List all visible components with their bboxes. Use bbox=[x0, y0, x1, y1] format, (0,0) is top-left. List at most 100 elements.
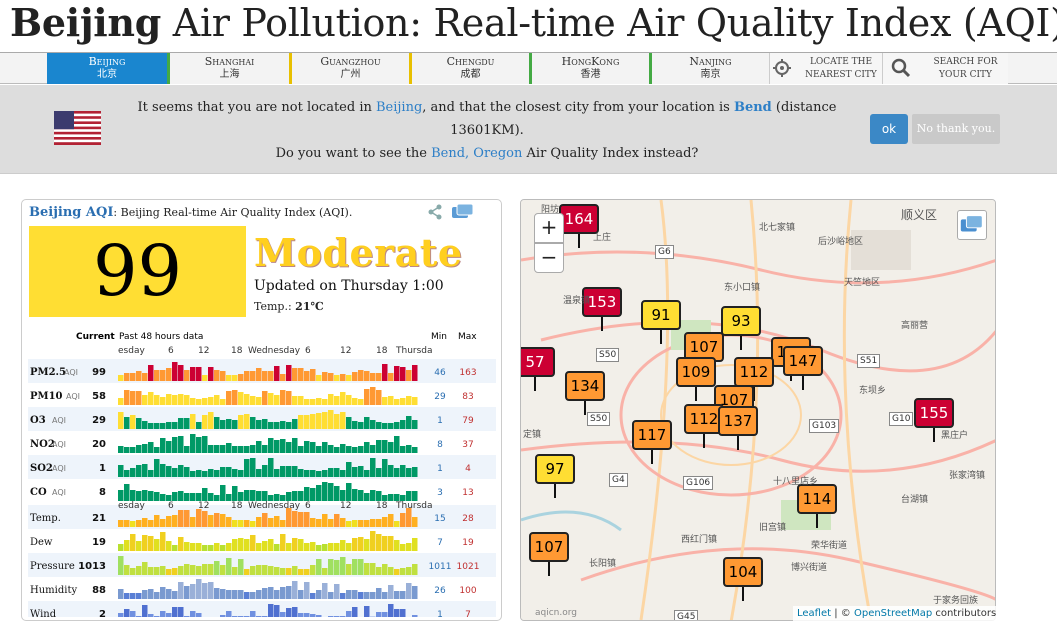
aqi-map[interactable]: 1641539193571341071191091121471071121371… bbox=[520, 199, 996, 621]
history-bar bbox=[238, 590, 244, 599]
map-label: 台湖镇 bbox=[901, 495, 929, 505]
history-bar bbox=[202, 488, 208, 501]
history-bar bbox=[160, 397, 166, 405]
history-bar bbox=[394, 468, 400, 477]
tab-nanjing[interactable]: Nanjing 南京 bbox=[649, 53, 769, 84]
tab-shanghai[interactable]: Shanghai 上海 bbox=[167, 53, 289, 84]
tab-guangzhou[interactable]: Guangzhou 广州 bbox=[289, 53, 409, 84]
history-bar bbox=[352, 538, 358, 551]
share-icon[interactable] bbox=[428, 204, 442, 220]
history-bar bbox=[382, 564, 388, 575]
history-bar bbox=[160, 519, 166, 527]
layers-icon[interactable] bbox=[957, 210, 987, 240]
history-bar bbox=[274, 366, 280, 381]
history-row-current: 8 bbox=[99, 487, 106, 498]
zoom-in-button[interactable]: + bbox=[534, 213, 564, 243]
tab-hongkong[interactable]: HongKong 香港 bbox=[529, 53, 649, 84]
history-bar bbox=[232, 590, 238, 599]
history-bar bbox=[286, 543, 292, 551]
history-bar bbox=[142, 373, 148, 381]
locate-label-2: nearest city bbox=[805, 70, 877, 80]
history-bar bbox=[400, 398, 406, 405]
history-bar bbox=[406, 416, 412, 429]
locate-nearest-button[interactable]: Locate the nearest city bbox=[769, 53, 882, 84]
history-bar bbox=[130, 568, 136, 575]
current-city-link[interactable]: Beijing bbox=[376, 100, 423, 115]
history-bar bbox=[382, 459, 388, 477]
aqi-map-marker[interactable]: 117 bbox=[632, 420, 672, 464]
history-bar bbox=[340, 518, 346, 527]
day-label: Wednesday bbox=[248, 501, 301, 511]
history-row-min: 15 bbox=[434, 514, 445, 524]
ok-button[interactable]: ok bbox=[870, 114, 908, 144]
leaflet-link[interactable]: Leaflet bbox=[797, 608, 832, 619]
history-bar bbox=[280, 466, 286, 477]
aqi-map-marker[interactable]: 153 bbox=[582, 287, 622, 331]
aqi-map-marker[interactable]: 104 bbox=[723, 557, 763, 601]
aqi-map-marker[interactable]: 112 bbox=[684, 404, 724, 448]
history-bar bbox=[178, 491, 184, 501]
tab-beijing[interactable]: Beijing 北京 bbox=[47, 53, 167, 84]
aqi-panel: Beijing AQI: Beijing Real-time Air Quali… bbox=[21, 199, 502, 621]
aqi-map-marker[interactable]: 97 bbox=[535, 454, 575, 498]
history-bar bbox=[310, 565, 316, 575]
history-bar bbox=[220, 467, 226, 477]
history-row-max: 28 bbox=[462, 514, 474, 524]
day-label: 12 bbox=[340, 501, 351, 511]
search-label-2: your city bbox=[939, 70, 992, 80]
aqi-map-marker[interactable]: 155 bbox=[914, 398, 954, 442]
history-bar bbox=[394, 521, 400, 527]
history-bar bbox=[244, 520, 250, 527]
history-bar bbox=[322, 482, 328, 501]
zoom-out-button[interactable]: − bbox=[534, 243, 564, 273]
history-bar bbox=[160, 611, 166, 617]
aqi-map-marker[interactable]: 57 bbox=[521, 347, 555, 391]
aqi-map-marker[interactable]: 134 bbox=[565, 371, 605, 415]
aqi-map-marker[interactable]: 109 bbox=[676, 357, 716, 401]
suggested-city-link[interactable]: Bend, Oregon bbox=[431, 146, 523, 161]
history-bar bbox=[118, 398, 124, 405]
aqi-map-marker[interactable]: 91 bbox=[641, 300, 681, 344]
widget-icon[interactable] bbox=[452, 204, 474, 220]
aqi-map-marker[interactable]: 147 bbox=[783, 346, 823, 390]
history-bar bbox=[316, 398, 322, 405]
history-bar bbox=[316, 471, 322, 477]
history-bar bbox=[310, 369, 316, 381]
history-bar bbox=[262, 588, 268, 599]
history-bar bbox=[352, 559, 358, 575]
history-bar bbox=[286, 508, 292, 527]
tab-chengdu[interactable]: Chengdu 成都 bbox=[409, 53, 529, 84]
day-label: esday bbox=[118, 501, 145, 511]
history-bar bbox=[148, 567, 154, 575]
history-row-max: 1021 bbox=[457, 562, 480, 572]
history-bar bbox=[274, 544, 280, 551]
history-bar bbox=[238, 470, 244, 477]
aqi-map-marker[interactable]: 137 bbox=[718, 406, 758, 450]
aqi-map-marker[interactable]: 114 bbox=[797, 484, 837, 528]
no-thanks-button[interactable]: No thank you. bbox=[912, 114, 1000, 144]
history-bar bbox=[334, 414, 340, 429]
aqi-map-marker[interactable]: 93 bbox=[721, 306, 761, 350]
history-bar bbox=[154, 492, 160, 501]
history-bar bbox=[352, 447, 358, 453]
aqi-map-marker[interactable]: 164 bbox=[559, 204, 599, 248]
search-label-1: Search for bbox=[933, 57, 998, 67]
history-bar bbox=[244, 446, 250, 453]
history-bar bbox=[382, 440, 388, 453]
history-bar bbox=[340, 616, 346, 617]
aqi-map-marker[interactable]: 107 bbox=[529, 532, 569, 576]
map-label: 张家湾镇 bbox=[949, 471, 986, 481]
history-bar bbox=[136, 371, 142, 381]
aqi-map-marker[interactable]: 112 bbox=[734, 357, 774, 401]
history-bar bbox=[172, 437, 178, 453]
history-bar bbox=[130, 468, 136, 477]
osm-link[interactable]: OpenStreetMap bbox=[853, 608, 933, 619]
history-bar bbox=[358, 446, 364, 453]
history-bar bbox=[244, 394, 250, 405]
history-bar bbox=[310, 470, 316, 477]
history-bar bbox=[214, 513, 220, 527]
history-row-name: SO2 bbox=[30, 463, 53, 474]
history-bar bbox=[184, 564, 190, 575]
search-city-button[interactable]: Search for your city bbox=[882, 53, 1008, 84]
history-bar bbox=[214, 370, 220, 381]
